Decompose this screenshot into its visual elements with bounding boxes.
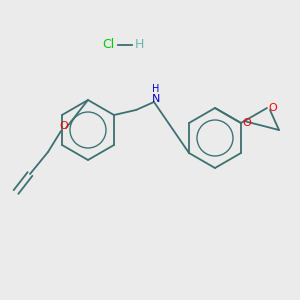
Text: O: O <box>243 118 251 128</box>
Text: O: O <box>60 121 68 131</box>
Text: O: O <box>268 103 278 113</box>
Text: H: H <box>134 38 144 52</box>
Text: Cl: Cl <box>102 38 114 52</box>
Text: N: N <box>152 94 160 104</box>
Text: H: H <box>152 84 160 94</box>
